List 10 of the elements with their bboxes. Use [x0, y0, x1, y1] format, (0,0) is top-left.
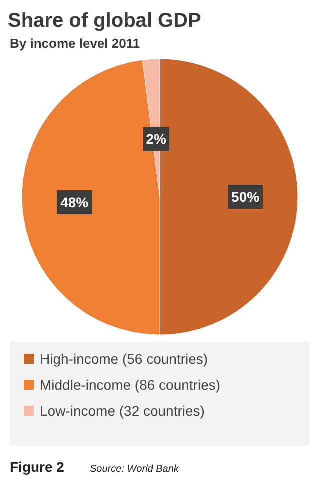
- legend-label: Low-income (32 countries): [40, 403, 205, 419]
- data-label: 48%: [60, 194, 90, 210]
- data-label: 50%: [232, 189, 260, 205]
- source-note: Source: World Bank: [90, 464, 180, 475]
- legend-label: High-income (56 countries): [40, 351, 208, 367]
- data-label: 2%: [146, 131, 168, 148]
- legend-label: Middle-income (86 countries): [40, 377, 221, 393]
- caption: Figure 2: [10, 459, 65, 475]
- chart-title: Share of global GDP: [8, 10, 202, 32]
- chart-subtitle: By income level 2011: [10, 36, 140, 51]
